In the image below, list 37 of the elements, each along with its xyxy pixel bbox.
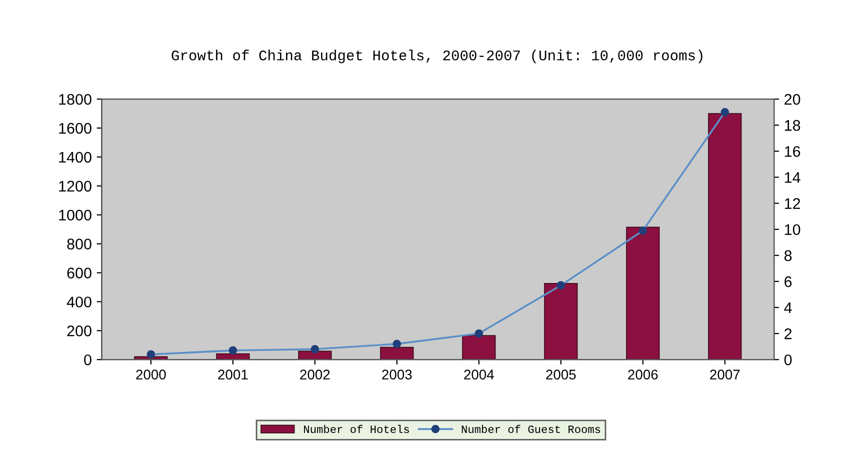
bar <box>708 113 742 360</box>
legend-label: Number of Hotels <box>304 424 409 434</box>
y2-tick-label: 0 <box>784 354 792 366</box>
y-tick-label: 800 <box>67 238 92 250</box>
y2-tick-label: 2 <box>784 328 792 340</box>
y-tick-label: 600 <box>67 268 92 278</box>
y-tick-label: 200 <box>67 326 92 336</box>
y-tick-label: 1000 <box>59 210 92 221</box>
chart-title: Growth of China Budget Hotels, 2000-2007 (Unit: 10,000 rooms) <box>172 50 702 64</box>
y-tick-label: 400 <box>66 296 92 308</box>
y-tick-label: 1400 <box>59 152 92 163</box>
y-tick-label: 1600 <box>59 122 92 134</box>
y-tick-label: 0 <box>84 354 92 366</box>
y2-tick-label: 10 <box>784 224 800 236</box>
y-tick-label: 1200 <box>59 180 92 192</box>
y2-tick-label: 18 <box>784 120 800 131</box>
y-tick-label: 1800 <box>59 94 92 105</box>
x-tick-label: 2004 <box>464 370 494 380</box>
x-tick-label: 2002 <box>300 370 330 380</box>
y2-tick-label: 4 <box>784 302 792 314</box>
y2-tick-label: 20 <box>784 94 800 105</box>
bar <box>626 226 660 360</box>
x-tick-label: 2001 <box>218 370 248 380</box>
bar <box>544 283 578 360</box>
x-tick-label: 2006 <box>628 370 658 380</box>
y2-tick-label: 14 <box>784 172 800 183</box>
y2-tick-label: 6 <box>784 276 792 288</box>
y2-tick-label: 8 <box>784 250 792 262</box>
x-tick-label: 2005 <box>546 370 576 380</box>
bar <box>380 346 414 360</box>
bar <box>462 335 496 360</box>
legend-label: Number of Guest Rooms <box>462 424 600 434</box>
x-tick-label: 2007 <box>710 370 740 380</box>
x-tick-label: 2000 <box>136 370 166 380</box>
x-tick-label: 2003 <box>382 370 412 380</box>
y2-tick-label: 16 <box>784 146 800 157</box>
y2-tick-label: 12 <box>784 198 800 209</box>
